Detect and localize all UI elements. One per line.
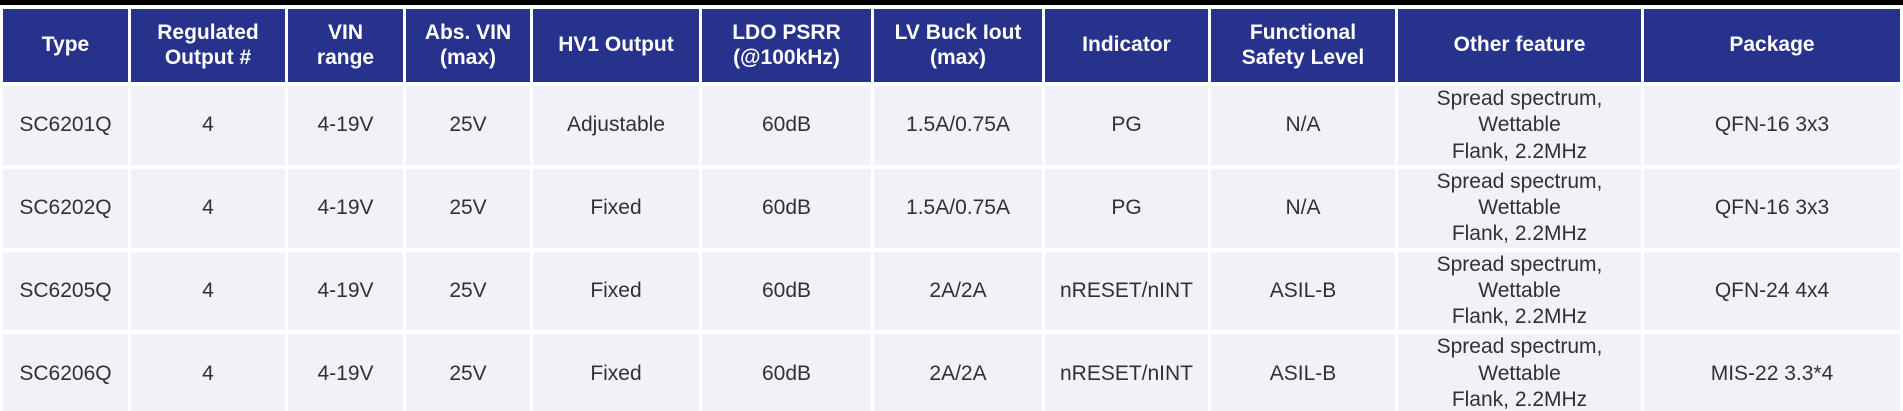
cell-ldo-psrr: 60dB [702,86,871,165]
column-header-lv-buck-iout: LV Buck Iout (max) [874,9,1042,82]
table-row: SC6202Q 4 4-19V 25V Fixed 60dB 1.5A/0.75A PG N/A… [3,168,1900,248]
cell-functional-safety-level: N/A [1211,168,1395,248]
table-body: SC6201Q 4 4-19V 25V Adjustable 60dB 1.5A/0.75A… [3,86,1900,411]
cell-hv1-output: Fixed [533,168,699,248]
top-border-bar [0,0,1903,5]
cell-regulated-output: 4 [131,251,285,331]
cell-type: SC6201Q [3,86,128,165]
cell-indicator: PG [1045,168,1208,248]
column-header-hv1-output: HV1 Output [533,9,699,82]
column-header-vin-range: VIN range [288,9,403,82]
cell-ldo-psrr: 60dB [702,334,871,411]
cell-abs-vin-max: 25V [406,86,530,165]
column-header-abs-vin-max: Abs. VIN (max) [406,9,530,82]
cell-package: QFN-16 3x3 [1644,168,1900,248]
product-table: Type Regulated Output # VIN range Abs. VIN … [0,5,1903,411]
cell-regulated-output: 4 [131,168,285,248]
cell-functional-safety-level: ASIL-B [1211,334,1395,411]
cell-functional-safety-level: ASIL-B [1211,251,1395,331]
cell-vin-range: 4-19V [288,251,403,331]
cell-ldo-psrr: 60dB [702,168,871,248]
column-header-regulated-output: Regulated Output # [131,9,285,82]
cell-package: QFN-16 3x3 [1644,86,1900,165]
table-row: SC6206Q 4 4-19V 25V Fixed 60dB 2A/2A nRESET/nIN… [3,334,1900,411]
column-header-type: Type [3,9,128,82]
cell-indicator: nRESET/nINT [1045,334,1208,411]
cell-indicator: nRESET/nINT [1045,251,1208,331]
cell-lv-buck-iout: 2A/2A [874,334,1042,411]
cell-lv-buck-iout: 2A/2A [874,251,1042,331]
column-header-indicator: Indicator [1045,9,1208,82]
cell-abs-vin-max: 25V [406,251,530,331]
cell-indicator: PG [1045,86,1208,165]
cell-package: QFN-24 4x4 [1644,251,1900,331]
cell-vin-range: 4-19V [288,168,403,248]
cell-type: SC6202Q [3,168,128,248]
cell-hv1-output: Adjustable [533,86,699,165]
cell-other-feature: Spread spectrum, Wettable Flank, 2.2MHz [1398,86,1641,165]
column-header-functional-safety-level: Functional Safety Level [1211,9,1395,82]
column-header-other-feature: Other feature [1398,9,1641,82]
cell-hv1-output: Fixed [533,334,699,411]
cell-vin-range: 4-19V [288,86,403,165]
column-header-ldo-psrr: LDO PSRR (@100kHz) [702,9,871,82]
cell-regulated-output: 4 [131,86,285,165]
cell-abs-vin-max: 25V [406,334,530,411]
cell-other-feature: Spread spectrum, Wettable Flank, 2.2MHz [1398,168,1641,248]
cell-other-feature: Spread spectrum, Wettable Flank, 2.2MHz [1398,334,1641,411]
table-row: SC6205Q 4 4-19V 25V Fixed 60dB 2A/2A nRESET/nIN… [3,251,1900,331]
cell-regulated-output: 4 [131,334,285,411]
cell-functional-safety-level: N/A [1211,86,1395,165]
header-row: Type Regulated Output # VIN range Abs. VIN … [3,9,1900,82]
cell-lv-buck-iout: 1.5A/0.75A [874,86,1042,165]
cell-vin-range: 4-19V [288,334,403,411]
cell-type: SC6206Q [3,334,128,411]
cell-other-feature: Spread spectrum, Wettable Flank, 2.2MHz [1398,251,1641,331]
cell-type: SC6205Q [3,251,128,331]
column-header-package: Package [1644,9,1900,82]
cell-hv1-output: Fixed [533,251,699,331]
cell-abs-vin-max: 25V [406,168,530,248]
cell-lv-buck-iout: 1.5A/0.75A [874,168,1042,248]
cell-ldo-psrr: 60dB [702,251,871,331]
table-row: SC6201Q 4 4-19V 25V Adjustable 60dB 1.5A/0.75A… [3,86,1900,165]
cell-package: MIS-22 3.3*4 [1644,334,1900,411]
